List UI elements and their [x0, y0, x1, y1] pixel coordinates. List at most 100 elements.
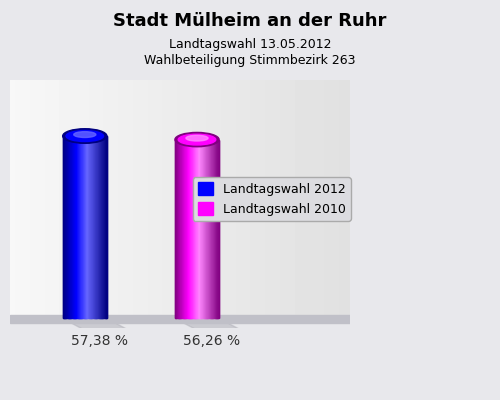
Bar: [201, 140, 202, 318]
Bar: [175, 140, 176, 318]
Bar: [182, 140, 184, 318]
Bar: [196, 140, 197, 318]
Bar: [212, 140, 213, 318]
Bar: [190, 140, 192, 318]
Bar: [98, 136, 100, 318]
Bar: [73, 136, 74, 318]
Text: 57,38 %: 57,38 %: [71, 334, 128, 348]
Bar: [177, 140, 178, 318]
Bar: [86, 136, 87, 318]
Bar: [76, 136, 78, 318]
Bar: [88, 136, 89, 318]
Bar: [204, 140, 206, 318]
Bar: [218, 140, 220, 318]
Bar: [176, 140, 178, 318]
Bar: [198, 140, 200, 318]
Bar: [188, 140, 190, 318]
Bar: [195, 140, 196, 318]
Bar: [213, 140, 214, 318]
Bar: [103, 136, 104, 318]
Bar: [178, 140, 179, 318]
Bar: [208, 140, 210, 318]
Bar: [210, 140, 211, 318]
Ellipse shape: [62, 129, 107, 143]
Bar: [74, 136, 75, 318]
Bar: [207, 140, 208, 318]
Bar: [102, 136, 103, 318]
Bar: [100, 136, 101, 318]
Bar: [71, 136, 72, 318]
Bar: [76, 136, 77, 318]
Bar: [70, 136, 72, 318]
Bar: [208, 140, 209, 318]
Bar: [214, 140, 215, 318]
Bar: [89, 136, 90, 318]
Ellipse shape: [186, 135, 208, 141]
Bar: [192, 140, 193, 318]
Bar: [193, 140, 194, 318]
Bar: [81, 136, 82, 318]
Polygon shape: [175, 318, 281, 351]
Bar: [72, 136, 74, 318]
Bar: [66, 136, 68, 318]
Bar: [82, 136, 83, 318]
Bar: [198, 140, 199, 318]
Bar: [101, 136, 102, 318]
Bar: [94, 136, 96, 318]
Bar: [91, 136, 92, 318]
Bar: [206, 140, 208, 318]
Bar: [93, 136, 94, 318]
Bar: [216, 140, 217, 318]
Bar: [104, 136, 106, 318]
Bar: [211, 140, 212, 318]
Bar: [104, 136, 105, 318]
Bar: [67, 136, 68, 318]
Bar: [186, 140, 187, 318]
Bar: [83, 136, 84, 318]
Bar: [85, 136, 86, 318]
Bar: [92, 136, 93, 318]
Bar: [84, 136, 85, 318]
Bar: [68, 136, 69, 318]
Bar: [194, 140, 195, 318]
Bar: [180, 140, 182, 318]
Bar: [176, 140, 177, 318]
Bar: [199, 140, 200, 318]
Bar: [78, 136, 80, 318]
Bar: [105, 136, 106, 318]
Bar: [75, 136, 76, 318]
Bar: [69, 136, 70, 318]
Bar: [92, 136, 94, 318]
Bar: [78, 136, 79, 318]
Bar: [212, 140, 214, 318]
Bar: [180, 140, 181, 318]
Bar: [98, 136, 99, 318]
Bar: [181, 140, 182, 318]
Bar: [188, 140, 189, 318]
Bar: [102, 136, 104, 318]
Bar: [82, 136, 84, 318]
Bar: [209, 140, 210, 318]
Ellipse shape: [66, 130, 104, 142]
Bar: [182, 140, 183, 318]
Bar: [72, 136, 73, 318]
Bar: [192, 140, 194, 318]
Legend: Landtagswahl 2012, Landtagswahl 2010: Landtagswahl 2012, Landtagswahl 2010: [192, 177, 350, 221]
Bar: [70, 136, 71, 318]
Text: Stadt Mülheim an der Ruhr: Stadt Mülheim an der Ruhr: [114, 12, 386, 30]
Bar: [62, 136, 64, 318]
Bar: [215, 140, 216, 318]
Bar: [77, 136, 78, 318]
Bar: [187, 140, 188, 318]
Bar: [218, 140, 219, 318]
Text: Wahlbeteiligung Stimmbezirk 263: Wahlbeteiligung Stimmbezirk 263: [144, 54, 356, 67]
Bar: [96, 136, 98, 318]
Text: 56,26 %: 56,26 %: [184, 334, 240, 348]
Ellipse shape: [74, 132, 96, 138]
Bar: [88, 136, 90, 318]
Bar: [191, 140, 192, 318]
Bar: [80, 136, 82, 318]
Polygon shape: [62, 318, 168, 351]
Ellipse shape: [175, 132, 219, 147]
Bar: [183, 140, 184, 318]
